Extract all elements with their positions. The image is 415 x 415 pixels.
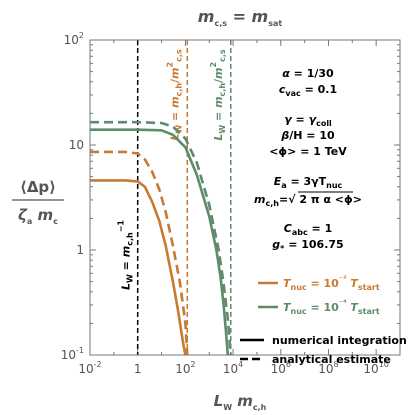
x-tick-label: 106 xyxy=(271,360,291,376)
x-tick-label: 1 xyxy=(134,362,142,376)
legend-style-label: analytical estimate xyxy=(272,353,391,366)
parameter-label: γ = γcoll xyxy=(284,113,332,128)
series-analytical-line xyxy=(90,150,189,356)
y-tick-label: 10 xyxy=(69,138,84,152)
plot-frame xyxy=(89,39,401,356)
svg-text:ζa mc: ζa mc xyxy=(18,206,58,226)
parameter-label: mc,h=√ 2 π α <ϕ> xyxy=(254,193,362,208)
parameter-label: cvac = 0.1 xyxy=(279,83,337,98)
series-analytical-line xyxy=(90,120,233,356)
series-numerical-line xyxy=(90,128,230,356)
legend: Tnuc = 10⁻² Tstart Tnuc = 10⁻⁴ Tstart nume… xyxy=(240,274,407,366)
parameter-label: <ϕ> = 1 TeV xyxy=(269,145,347,158)
x-axis-label: LW mc,h xyxy=(214,392,267,412)
y-tick-label: 102 xyxy=(64,31,84,47)
parameter-label: β/H = 10 xyxy=(280,129,335,142)
legend-label: Tnuc = 10⁻⁴ Tstart xyxy=(283,298,380,316)
x-tick-label: 10-2 xyxy=(78,360,101,376)
legend-label: Tnuc = 10⁻² Tstart xyxy=(283,274,380,292)
x-tick-label: 108 xyxy=(318,360,338,376)
parameter-label: g* = 106.75 xyxy=(272,238,343,253)
x-tick-label: 1010 xyxy=(363,360,388,376)
reference-line-label: LW = mc,h/m2c,s xyxy=(209,49,227,141)
chart-title: mc,s = msat xyxy=(198,7,283,28)
x-tick-label: 102 xyxy=(175,360,195,376)
y-axis-label: ⟨Δp⟩ ζa mc xyxy=(12,178,64,226)
reference-line-label: LW = mc,h−1 xyxy=(117,220,135,290)
parameter-label: Ea = 3γTnuc xyxy=(274,175,343,190)
parameter-label: Cabc = 1 xyxy=(284,222,332,237)
parameter-label: α = 1/30 xyxy=(282,67,334,80)
y-tick-label: 1 xyxy=(76,243,84,257)
legend-style-label: numerical integration xyxy=(272,334,407,347)
x-tick-label: 104 xyxy=(223,360,243,376)
y-tick-label: 10-1 xyxy=(61,346,84,362)
series-numerical-line xyxy=(90,179,187,356)
svg-text:⟨Δp⟩: ⟨Δp⟩ xyxy=(20,178,56,196)
